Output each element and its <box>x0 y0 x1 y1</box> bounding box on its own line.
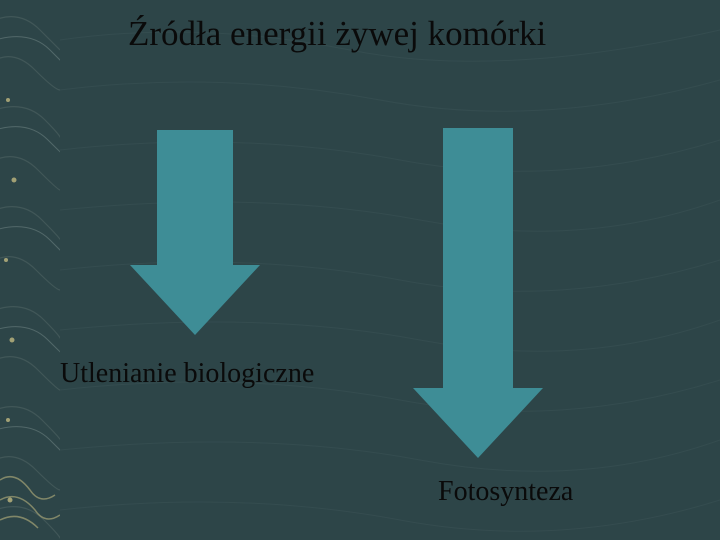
label-left: Utlenianie biologiczne <box>60 358 314 390</box>
arrow-left <box>130 130 260 340</box>
background-contours <box>0 0 720 540</box>
label-right: Fotosynteza <box>438 476 573 508</box>
page-title: Źródła energii żywej komórki <box>128 14 546 54</box>
left-decoration <box>0 0 60 540</box>
arrow-right <box>413 128 543 463</box>
